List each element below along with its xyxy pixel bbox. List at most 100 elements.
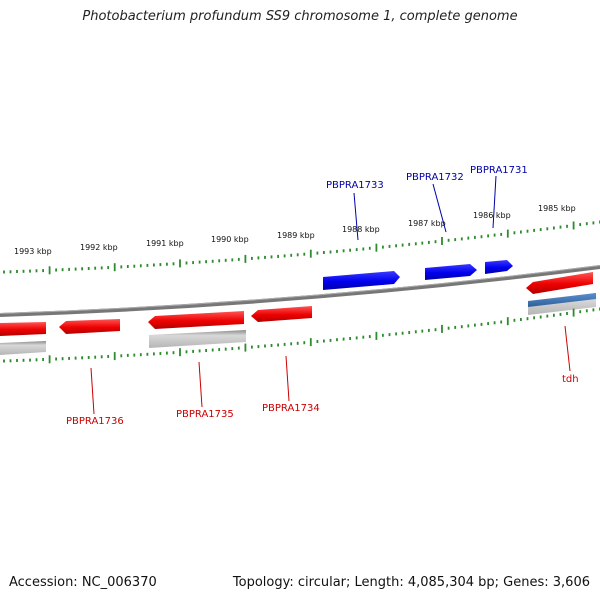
forward-track-minor-tick — [388, 244, 391, 248]
forward-track-minor-tick — [447, 238, 450, 242]
forward-track-minor-tick — [172, 262, 175, 266]
reverse-track-minor-tick — [3, 359, 5, 363]
forward-track-major-tick — [572, 221, 575, 230]
reverse-track-minor-tick — [283, 342, 286, 346]
gene-arrow-pbpra1734[interactable] — [251, 306, 312, 322]
gene-label-pbpra1733[interactable]: PBPRA1733 — [326, 180, 384, 191]
gene-label-tdh[interactable]: tdh — [562, 374, 579, 385]
forward-track-minor-tick — [434, 240, 437, 244]
forward-track-minor-tick — [362, 247, 365, 251]
gene-label-pbpra1736[interactable]: PBPRA1736 — [66, 416, 124, 427]
forward-track-minor-tick — [592, 221, 595, 225]
reverse-track-minor-tick — [533, 316, 535, 320]
gene-arrow-pbpra1735[interactable] — [148, 311, 244, 329]
reverse-track-minor-tick — [120, 354, 123, 358]
scale-label-1985: 1985 kbp — [538, 204, 576, 213]
reverse-track-major-tick — [48, 355, 51, 364]
forward-track-minor-tick — [29, 269, 31, 273]
forward-track-minor-tick — [296, 253, 299, 257]
forward-track-major-tick — [244, 254, 247, 263]
gene-arrow-left-edge[interactable] — [0, 322, 46, 336]
forward-track-minor-tick — [87, 267, 90, 270]
reverse-track-minor-tick — [100, 355, 103, 359]
reverse-track-minor-tick — [467, 324, 470, 328]
reverse-track-minor-tick — [251, 345, 253, 349]
forward-track-minor-tick — [16, 270, 18, 273]
gene-arrow-tdh[interactable] — [526, 272, 593, 294]
forward-track-minor-tick — [231, 258, 234, 262]
reverse-track-minor-tick — [401, 331, 404, 335]
forward-track-minor-tick — [290, 253, 293, 257]
reverse-track-minor-tick — [487, 322, 489, 326]
scale-label-1986: 1986 kbp — [473, 211, 511, 220]
reverse-track-minor-tick — [74, 356, 77, 360]
forward-track-major-tick — [48, 266, 51, 275]
reverse-track-minor-tick — [355, 336, 358, 340]
forward-track-minor-tick — [342, 249, 345, 253]
reverse-track-minor-tick — [546, 314, 549, 318]
forward-track-minor-tick — [539, 228, 542, 232]
reverse-track-minor-tick — [513, 318, 516, 322]
forward-track-minor-tick — [237, 257, 240, 261]
reverse-track-minor-tick — [192, 349, 194, 353]
forward-track-minor-tick — [257, 256, 260, 260]
reverse-track-minor-tick — [342, 337, 345, 341]
gene-label-pbpra1734[interactable]: PBPRA1734 — [262, 403, 320, 414]
gene-label-pbpra1732[interactable]: PBPRA1732 — [406, 172, 464, 183]
forward-track-minor-tick — [316, 251, 319, 255]
reverse-track-minor-tick — [224, 347, 227, 351]
reverse-track-minor-tick — [382, 333, 384, 337]
forward-track-minor-tick — [68, 267, 70, 271]
forward-track-minor-tick — [395, 244, 397, 248]
gene-arrow-pbpra1736[interactable] — [59, 319, 120, 334]
forward-track-minor-tick — [139, 264, 142, 268]
reverse-track-minor-tick — [500, 320, 503, 324]
reverse-track-minor-tick — [323, 339, 325, 343]
forward-track-minor-tick — [421, 241, 424, 245]
reverse-track-minor-tick — [474, 323, 476, 327]
reverse-track-minor-tick — [395, 332, 397, 336]
gene-arrow-pbpra1732[interactable] — [425, 264, 477, 280]
reverse-track-major-tick — [506, 317, 509, 326]
forward-track-minor-tick — [408, 242, 411, 246]
leader-pbpra1734 — [285, 355, 290, 402]
forward-track-minor-tick — [146, 263, 149, 267]
forward-track-major-tick — [506, 229, 509, 238]
reverse-track-minor-tick — [146, 352, 149, 356]
leader-pbpra1735 — [198, 361, 203, 408]
gene-arrow-pbpra1733[interactable] — [323, 271, 400, 290]
forward-track-minor-tick — [336, 249, 338, 253]
reverse-track-major-tick — [441, 324, 443, 333]
forward-track-minor-tick — [35, 269, 38, 273]
reverse-track-minor-tick — [133, 353, 136, 357]
gene-label-pbpra1735[interactable]: PBPRA1735 — [176, 409, 234, 420]
chromosome-backbone — [0, 265, 600, 317]
reverse-track-minor-tick — [172, 351, 175, 355]
reverse-track-minor-tick — [362, 335, 365, 339]
reverse-track-minor-tick — [16, 359, 18, 362]
reverse-track-minor-tick — [592, 308, 595, 312]
scale-label-1987: 1987 kbp — [408, 219, 446, 228]
leader-pbpra1732 — [432, 183, 447, 233]
reverse-track-minor-tick — [408, 331, 411, 334]
feature-bar-pbpra1735 — [149, 330, 246, 348]
forward-track-major-tick — [441, 237, 443, 245]
forward-track-minor-tick — [513, 231, 516, 235]
gene-arrow-pbpra1731[interactable] — [485, 260, 513, 274]
forward-track-minor-tick — [520, 230, 522, 234]
reverse-track-minor-tick — [231, 347, 234, 351]
forward-track-minor-tick — [264, 255, 266, 259]
reverse-track-minor-tick — [198, 349, 201, 353]
forward-track-minor-tick — [323, 251, 325, 254]
forward-track-minor-tick — [487, 234, 489, 238]
scale-label-1993: 1993 kbp — [14, 247, 52, 256]
reverse-track-minor-tick — [211, 348, 214, 352]
reverse-track-minor-tick — [55, 357, 57, 361]
gene-label-pbpra1731[interactable]: PBPRA1731 — [470, 165, 528, 176]
forward-track-minor-tick — [467, 236, 470, 240]
reverse-track-minor-tick — [107, 355, 110, 358]
accession-text: Accession: NC_006370 — [9, 575, 157, 590]
scale-label-1989: 1989 kbp — [277, 231, 315, 240]
leader-pbpra1731 — [492, 175, 497, 229]
forward-track-minor-tick — [500, 232, 503, 236]
